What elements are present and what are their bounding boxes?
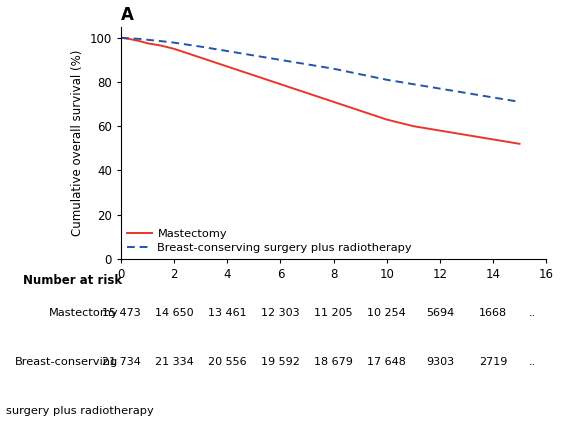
Legend: Mastectomy, Breast-conserving surgery plus radiotherapy: Mastectomy, Breast-conserving surgery pl… (127, 229, 412, 253)
Text: Number at risk: Number at risk (23, 274, 122, 287)
Y-axis label: Cumulative overall survival (%): Cumulative overall survival (%) (71, 50, 84, 236)
Text: 13 461: 13 461 (208, 308, 247, 318)
Text: ..: .. (529, 357, 537, 367)
Text: 18 679: 18 679 (314, 357, 353, 367)
Text: ..: .. (529, 308, 537, 318)
Text: 15 473: 15 473 (102, 308, 140, 318)
Text: Breast-conserving: Breast-conserving (15, 357, 118, 367)
Text: 19 592: 19 592 (261, 357, 300, 367)
Text: 21 734: 21 734 (101, 357, 141, 367)
Text: 2719: 2719 (479, 357, 507, 367)
Text: 5694: 5694 (426, 308, 454, 318)
Text: 17 648: 17 648 (367, 357, 406, 367)
Text: 1668: 1668 (479, 308, 507, 318)
Text: Mastectomy: Mastectomy (48, 308, 118, 318)
Text: 20 556: 20 556 (208, 357, 247, 367)
Text: A: A (121, 6, 134, 24)
Text: 12 303: 12 303 (261, 308, 300, 318)
Text: 9303: 9303 (426, 357, 454, 367)
Text: 11 205: 11 205 (314, 308, 353, 318)
Text: 10 254: 10 254 (367, 308, 406, 318)
Text: 21 334: 21 334 (155, 357, 194, 367)
Text: 14 650: 14 650 (155, 308, 194, 318)
Text: surgery plus radiotherapy: surgery plus radiotherapy (6, 406, 153, 416)
